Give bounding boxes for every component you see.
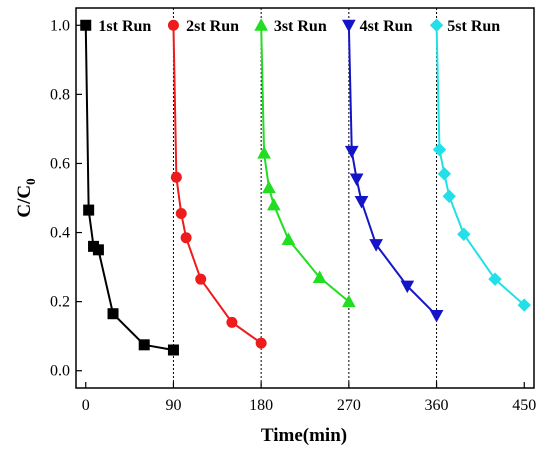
data-point <box>517 298 531 312</box>
run-dividers <box>172 8 438 388</box>
y-tick-label: 0.0 <box>50 363 70 380</box>
x-axis-title: Time(min) <box>261 425 347 446</box>
data-point <box>442 189 456 203</box>
series-run <box>80 19 179 356</box>
x-tick-label: 180 <box>249 397 273 414</box>
data-point <box>369 239 383 252</box>
data-point <box>180 232 192 244</box>
y-tick-label: 0.6 <box>50 155 70 172</box>
data-point <box>349 173 364 187</box>
data-point <box>429 18 444 32</box>
run-label: 1st Run <box>98 18 151 35</box>
data-point <box>344 145 359 159</box>
data-point <box>266 197 281 211</box>
series-run <box>254 18 356 308</box>
plot-frame <box>75 7 535 389</box>
series-line <box>84 25 174 351</box>
y-tick-label: 0.2 <box>50 294 70 311</box>
series-line <box>260 25 350 303</box>
run-label: 5st Run <box>447 18 500 35</box>
data-point <box>432 142 447 157</box>
axis-ticks: 0 90 180 270 360 450 0.0 0.2 0.4 0.6 0.8 1.0 <box>50 17 536 414</box>
data-point <box>138 339 150 351</box>
data-point <box>400 280 415 294</box>
series-line <box>435 25 525 306</box>
data-point <box>312 270 327 283</box>
data-point <box>170 171 182 183</box>
data-point <box>226 316 238 328</box>
data-point <box>342 294 356 308</box>
data-point <box>342 19 356 33</box>
x-tick-label: 450 <box>512 397 536 414</box>
series-line <box>347 25 438 317</box>
data-point <box>281 232 296 245</box>
data-point <box>255 337 267 349</box>
data-point <box>429 309 444 323</box>
series-line <box>172 25 262 344</box>
data-point <box>92 244 104 256</box>
data-point <box>175 208 187 220</box>
y-axis-title: C/C0 <box>14 178 38 217</box>
series-run <box>342 19 444 323</box>
run-label: 4st Run <box>360 18 413 35</box>
y-tick-label: 0.8 <box>50 86 70 103</box>
series-run <box>167 19 267 349</box>
x-tick-label: 90 <box>165 397 181 414</box>
y-axis-title-subscript: 0 <box>23 178 38 185</box>
data-point <box>167 19 179 31</box>
series-run <box>429 18 531 312</box>
data-point <box>80 19 92 31</box>
data-point <box>254 18 268 31</box>
run-label: 2st Run <box>186 18 239 35</box>
run-labels: 1st Run 2st Run 3st Run 4st Run 5st Run <box>98 18 500 35</box>
x-tick-label: 0 <box>82 397 90 414</box>
data-point <box>354 195 369 209</box>
data-point <box>437 167 452 181</box>
data-point <box>262 180 276 194</box>
x-tick-label: 360 <box>425 397 449 414</box>
data-point <box>107 308 119 320</box>
data-point <box>83 204 95 216</box>
run-label: 3st Run <box>274 18 327 35</box>
svg-text:C/C0: C/C0 <box>14 178 38 217</box>
data-point <box>457 227 471 241</box>
y-axis-title-main: C/C <box>14 185 35 218</box>
data-point <box>167 344 179 356</box>
data-point <box>488 272 502 286</box>
x-tick-label: 270 <box>337 397 361 414</box>
data-point <box>195 273 207 285</box>
y-tick-label: 0.4 <box>50 225 70 242</box>
y-tick-label: 1.0 <box>50 17 70 34</box>
series-layer <box>80 18 531 356</box>
data-point <box>257 146 271 159</box>
